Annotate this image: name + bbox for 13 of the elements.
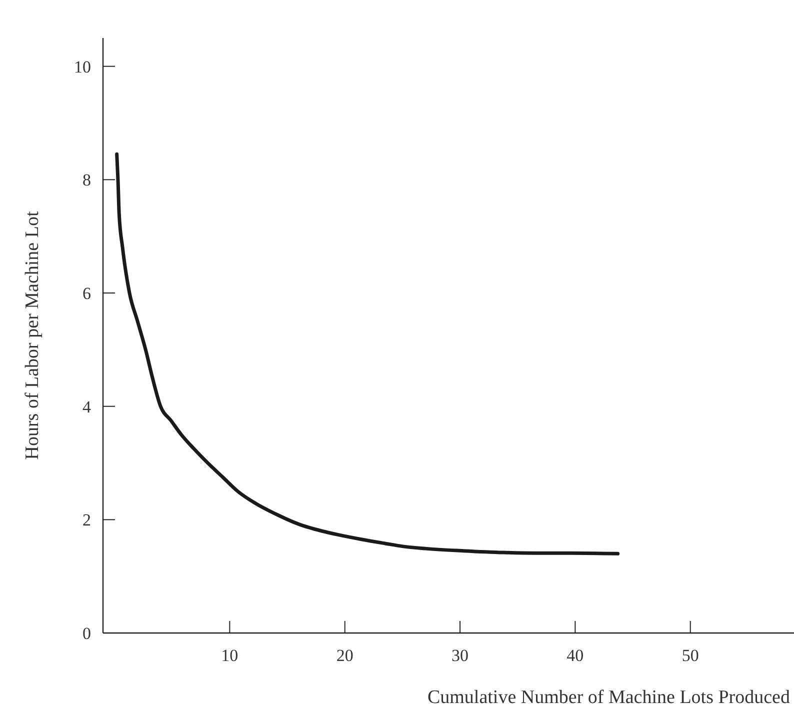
y-tick-label: 2: [82, 510, 91, 530]
x-tick-label: 30: [452, 646, 469, 665]
y-axis-title: Hours of Labor per Machine Lot: [22, 210, 43, 460]
y-tick-label: 10: [74, 57, 91, 76]
y-tick-label: 6: [82, 284, 91, 303]
x-axis-title: Cumulative Number of Machine Lots Produced: [427, 687, 790, 708]
x-tick-label: 40: [566, 646, 584, 665]
x-tick-label: 20: [336, 646, 354, 665]
x-tick-label: 50: [682, 646, 699, 665]
y-tick-label: 4: [82, 397, 92, 416]
y-tick-label: 0: [82, 624, 91, 643]
y-tick-label: 8: [82, 170, 91, 190]
x-tick-label: 10: [221, 646, 238, 665]
